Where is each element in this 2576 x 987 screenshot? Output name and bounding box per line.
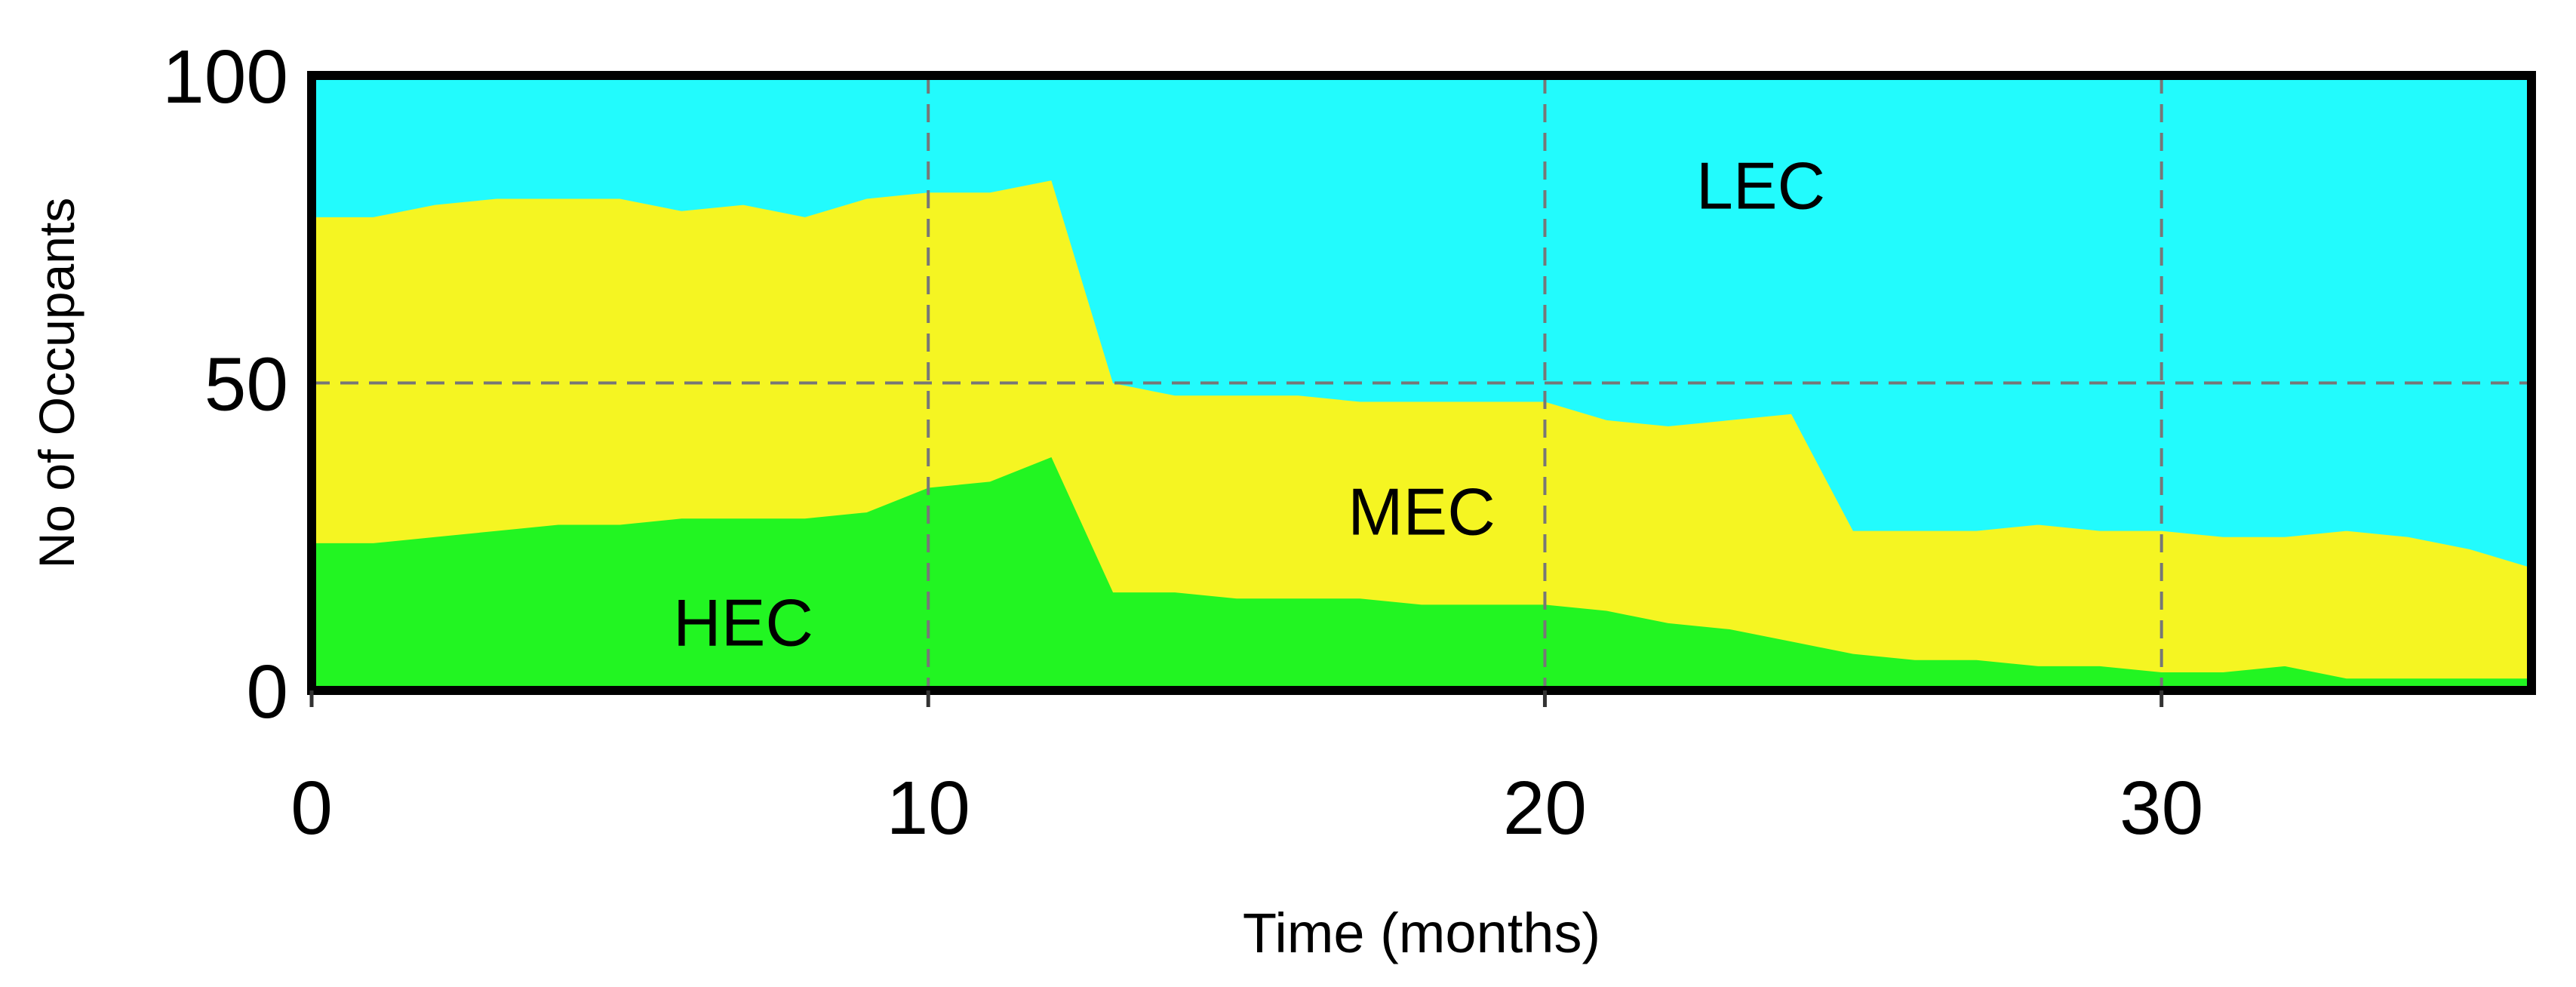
region-label-hec: HEC [673,585,813,660]
region-label-mec: MEC [1348,475,1495,549]
x-tick-label: 20 [1503,766,1587,850]
y-axis-title: No of Occupants [29,198,85,569]
x-axis-title: Time (months) [1243,902,1600,964]
y-tick-label: 50 [204,343,288,427]
grid-layer [312,75,2531,690]
x-tick-label: 0 [290,766,333,850]
x-tick-label: 30 [2120,766,2203,850]
x-tick-label: 10 [887,766,970,850]
annotation-layer: HEC MEC LEC [673,149,1825,660]
y-tick-label: 0 [246,650,288,734]
region-label-lec: LEC [1696,149,1825,223]
plot-frame [307,71,2536,695]
areas-layer [311,75,2532,691]
ticks-layer: 0 10 20 30 0 50 100 [162,35,2203,850]
y-tick-label: 100 [162,35,288,119]
